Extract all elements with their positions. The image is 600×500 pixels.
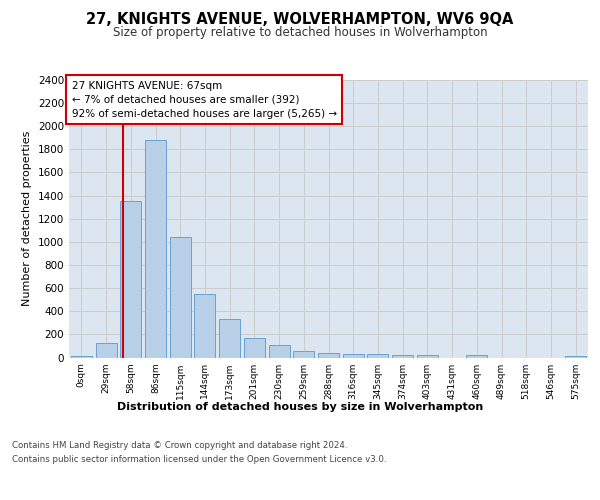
Text: Distribution of detached houses by size in Wolverhampton: Distribution of detached houses by size …: [117, 402, 483, 412]
Bar: [194, 294, 215, 358]
Text: Size of property relative to detached houses in Wolverhampton: Size of property relative to detached ho…: [113, 26, 487, 39]
Bar: [219, 319, 240, 358]
Text: 27 KNIGHTS AVENUE: 67sqm
← 7% of detached houses are smaller (392)
92% of semi-d: 27 KNIGHTS AVENUE: 67sqm ← 7% of detache…: [71, 80, 337, 118]
Bar: [466, 355, 487, 358]
Bar: [244, 338, 265, 357]
Bar: [367, 354, 388, 358]
Bar: [71, 356, 92, 358]
Bar: [343, 354, 364, 358]
Bar: [293, 350, 314, 358]
Bar: [95, 343, 116, 357]
Bar: [269, 345, 290, 358]
Bar: [417, 355, 438, 358]
Bar: [120, 202, 141, 358]
Text: Contains public sector information licensed under the Open Government Licence v3: Contains public sector information licen…: [12, 455, 386, 464]
Text: Contains HM Land Registry data © Crown copyright and database right 2024.: Contains HM Land Registry data © Crown c…: [12, 441, 347, 450]
Y-axis label: Number of detached properties: Number of detached properties: [22, 131, 32, 306]
Bar: [565, 356, 586, 358]
Bar: [318, 353, 339, 358]
Bar: [392, 354, 413, 358]
Bar: [145, 140, 166, 358]
Text: 27, KNIGHTS AVENUE, WOLVERHAMPTON, WV6 9QA: 27, KNIGHTS AVENUE, WOLVERHAMPTON, WV6 9…: [86, 12, 514, 28]
Bar: [170, 238, 191, 358]
